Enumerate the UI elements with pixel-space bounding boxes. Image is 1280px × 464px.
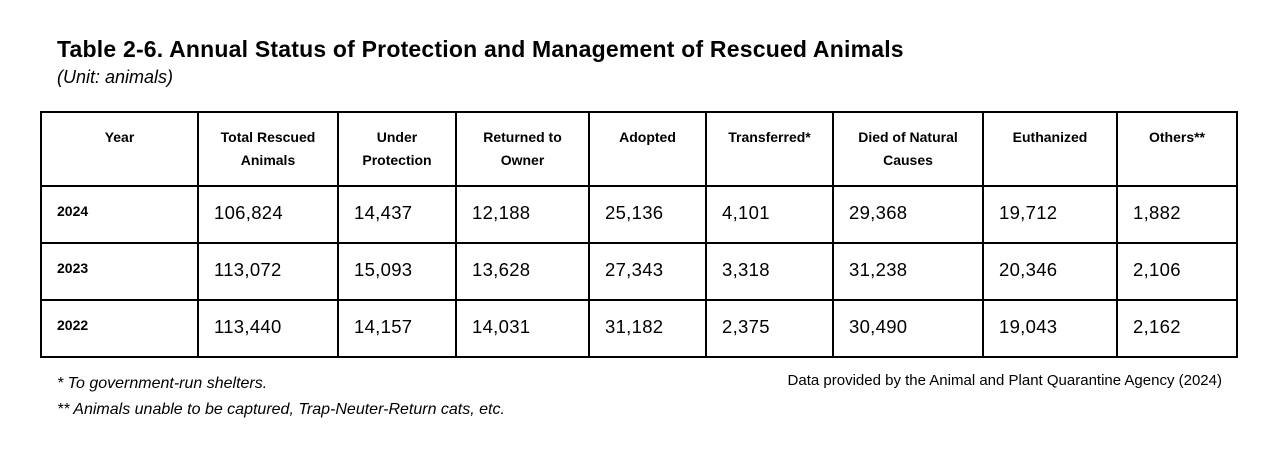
value-cell: 3,318 xyxy=(705,242,834,302)
table-row-2022: 2022 113,440 14,157 14,031 31,182 2,375 … xyxy=(40,299,1238,359)
header-cell-total-rescued: Total Rescued Animals xyxy=(197,111,339,188)
header-cell-euthanized: Euthanized xyxy=(982,111,1118,188)
value-cell: 113,072 xyxy=(197,242,339,302)
data-source-note: Data provided by the Animal and Plant Qu… xyxy=(787,372,1222,390)
year-cell: 2024 xyxy=(40,185,199,245)
value-cell: 1,882 xyxy=(1116,185,1238,245)
value-cell: 113,440 xyxy=(197,299,339,359)
value-cell: 29,368 xyxy=(832,185,984,245)
unit-label: (Unit: animals) xyxy=(57,66,174,87)
value-cell: 13,628 xyxy=(455,242,590,302)
value-cell: 31,238 xyxy=(832,242,984,302)
value-cell: 4,101 xyxy=(705,185,834,245)
header-cell-year: Year xyxy=(40,111,199,188)
value-cell: 14,157 xyxy=(337,299,457,359)
value-cell: 15,093 xyxy=(337,242,457,302)
header-cell-transferred: Transferred* xyxy=(705,111,834,188)
header-cell-others: Others** xyxy=(1116,111,1238,188)
value-cell: 14,031 xyxy=(455,299,590,359)
value-cell: 106,824 xyxy=(197,185,339,245)
value-cell: 31,182 xyxy=(588,299,707,359)
table-row-2023: 2023 113,072 15,093 13,628 27,343 3,318 … xyxy=(40,242,1238,302)
rescued-animals-table: Year Total Rescued Animals Under Protect… xyxy=(40,111,1238,359)
footnote-transferred: * To government-run shelters. xyxy=(57,375,268,393)
value-cell: 2,162 xyxy=(1116,299,1238,359)
footnotes: * To government-run shelters. ** Animals… xyxy=(57,371,505,423)
header-cell-died-natural-causes: Died of Natural Causes xyxy=(832,111,984,188)
table-title: Table 2-6. Annual Status of Protection a… xyxy=(57,36,904,62)
value-cell: 12,188 xyxy=(455,185,590,245)
value-cell: 2,106 xyxy=(1116,242,1238,302)
header-row: Year Total Rescued Animals Under Protect… xyxy=(40,111,1238,188)
value-cell: 25,136 xyxy=(588,185,707,245)
year-cell: 2022 xyxy=(40,299,199,359)
value-cell: 19,712 xyxy=(982,185,1118,245)
value-cell: 19,043 xyxy=(982,299,1118,359)
header-cell-returned-to-owner: Returned to Owner xyxy=(455,111,590,188)
value-cell: 14,437 xyxy=(337,185,457,245)
header-cell-adopted: Adopted xyxy=(588,111,707,188)
value-cell: 2,375 xyxy=(705,299,834,359)
footnote-others: ** Animals unable to be captured, Trap-N… xyxy=(57,401,505,419)
value-cell: 30,490 xyxy=(832,299,984,359)
below-table-notes: * To government-run shelters. ** Animals… xyxy=(40,371,1236,423)
table-row-2024: 2024 106,824 14,437 12,188 25,136 4,101 … xyxy=(40,185,1238,245)
year-cell: 2023 xyxy=(40,242,199,302)
table-body: 2024 106,824 14,437 12,188 25,136 4,101 … xyxy=(40,185,1238,359)
value-cell: 27,343 xyxy=(588,242,707,302)
value-cell: 20,346 xyxy=(982,242,1118,302)
header-cell-under-protection: Under Protection xyxy=(337,111,457,188)
table-header: Year Total Rescued Animals Under Protect… xyxy=(40,111,1238,188)
